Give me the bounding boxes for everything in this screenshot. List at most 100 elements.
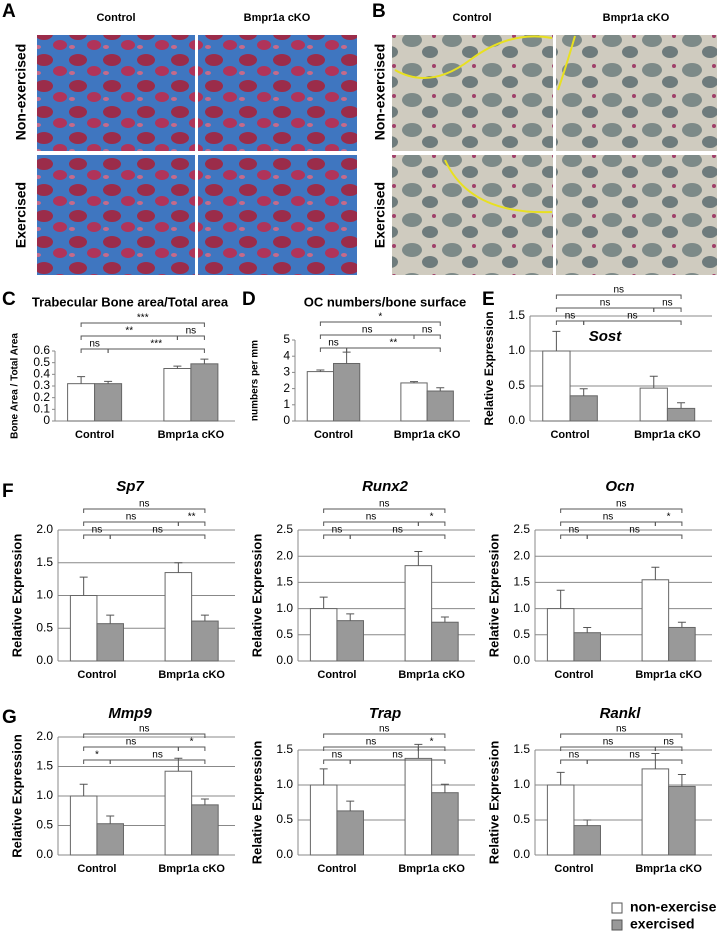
significance-label: * bbox=[95, 750, 99, 761]
bar bbox=[546, 784, 575, 856]
significance-bracket bbox=[654, 521, 683, 526]
y-tick-label: 1.0 bbox=[36, 788, 53, 802]
significance-bracket bbox=[323, 733, 446, 738]
significance-label: ns bbox=[126, 737, 137, 748]
bar bbox=[546, 608, 575, 662]
bar bbox=[431, 792, 459, 856]
x-tick-label: Control bbox=[75, 429, 114, 441]
error-bar bbox=[410, 381, 418, 383]
chart-title: Ocn bbox=[605, 478, 634, 495]
y-tick-label: 2.0 bbox=[36, 522, 53, 536]
significance-label: ns bbox=[569, 525, 580, 536]
significance-label: ns bbox=[603, 737, 614, 748]
error-bar bbox=[677, 621, 686, 628]
chart-title: Trabecular Bone area/Total area bbox=[32, 294, 229, 309]
bar bbox=[569, 395, 598, 422]
significance-bracket bbox=[583, 320, 682, 325]
x-tick-label: Bmpr1a cKO bbox=[158, 669, 225, 681]
x-tick-label: Control bbox=[550, 429, 589, 441]
y-axis-label: Relative Expression bbox=[9, 534, 24, 658]
y-tick-label: 1.5 bbox=[276, 575, 293, 589]
x-tick-label: Bmpr1a cKO bbox=[635, 669, 702, 681]
chart: Runx2 Relative Expression 0.0 0.5 1.0 1.5 2.0 2… bbox=[249, 478, 475, 681]
y-tick-label: 0.4 bbox=[33, 367, 50, 381]
significance-label: * bbox=[430, 512, 434, 523]
y-tick-label: 0.5 bbox=[276, 812, 293, 826]
y-tick-label: 0 bbox=[283, 413, 290, 427]
error-bar bbox=[173, 365, 182, 369]
significance-label: ns bbox=[627, 311, 638, 322]
significance-label: ns bbox=[569, 750, 580, 761]
significance-label: *** bbox=[150, 339, 162, 350]
significance-bracket bbox=[560, 733, 683, 738]
bar bbox=[191, 620, 219, 662]
significance-label: ns bbox=[89, 339, 100, 350]
x-tick-label: Bmpr1a cKO bbox=[398, 669, 465, 681]
panel-a: A Control Bmpr1a cKO Non-exercised Exerc… bbox=[2, 1, 357, 275]
micrograph bbox=[392, 35, 553, 151]
error-bar bbox=[552, 330, 561, 351]
y-tick-label: 0.0 bbox=[508, 413, 525, 427]
significance-label: ** bbox=[188, 512, 196, 523]
error-bar bbox=[200, 358, 209, 364]
y-tick-label: 1.5 bbox=[36, 759, 53, 773]
error-bar bbox=[677, 402, 686, 409]
micrograph bbox=[37, 35, 195, 151]
error-bar bbox=[106, 614, 115, 624]
outline bbox=[557, 35, 576, 91]
y-tick-label: 0.0 bbox=[513, 653, 530, 667]
y-tick-label: 1.0 bbox=[513, 777, 530, 791]
bar bbox=[309, 784, 338, 856]
bar bbox=[306, 371, 334, 422]
significance-bracket bbox=[319, 321, 441, 326]
significance-label: ns bbox=[662, 298, 673, 309]
micrograph bbox=[556, 35, 717, 151]
y-tick-label: 2.0 bbox=[36, 729, 53, 743]
error-bar bbox=[556, 589, 565, 609]
y-tick-label: 0.0 bbox=[36, 847, 53, 861]
y-axis-label: Relative Expression bbox=[482, 311, 496, 425]
bar bbox=[96, 823, 124, 856]
y-tick-label: 0.0 bbox=[36, 653, 53, 667]
significance-label: ns bbox=[603, 512, 614, 523]
column-label: Control bbox=[96, 12, 135, 24]
error-bar bbox=[346, 613, 355, 621]
significance-bracket bbox=[177, 746, 206, 751]
bar bbox=[336, 810, 364, 856]
y-axis-label: Relative Expression bbox=[486, 534, 501, 658]
y-tick-label: 0.6 bbox=[33, 343, 50, 357]
bar bbox=[404, 565, 433, 662]
error-bar bbox=[651, 753, 660, 769]
significance-label: *** bbox=[137, 313, 149, 324]
significance-label: ns bbox=[186, 326, 197, 337]
column-label: Control bbox=[452, 12, 491, 24]
x-tick-label: Bmpr1a cKO bbox=[634, 429, 701, 441]
significance-label: ns bbox=[332, 525, 343, 536]
significance-label: ** bbox=[390, 338, 398, 349]
bar bbox=[333, 362, 361, 422]
y-tick-label: 5 bbox=[283, 332, 290, 346]
bar bbox=[163, 368, 192, 422]
bar bbox=[666, 407, 696, 422]
y-tick-label: 0.1 bbox=[33, 402, 50, 416]
error-bar bbox=[200, 798, 209, 805]
y-tick-label: 1.5 bbox=[276, 742, 293, 756]
significance-label: ns bbox=[616, 724, 627, 735]
error-bar bbox=[556, 771, 565, 785]
significance-bracket bbox=[177, 521, 206, 526]
x-tick-label: Bmpr1a cKO bbox=[394, 429, 461, 441]
significance-label: ns bbox=[379, 724, 390, 735]
significance-label: ns bbox=[600, 298, 611, 309]
row-label: Non-exercised bbox=[13, 44, 29, 140]
error-bar bbox=[346, 800, 355, 811]
legend-swatch bbox=[611, 902, 623, 914]
significance-label: ns bbox=[328, 338, 339, 349]
bar bbox=[191, 804, 219, 856]
bar bbox=[431, 621, 459, 662]
panel-label: A bbox=[2, 1, 16, 22]
y-axis-label: Relative Expression bbox=[9, 734, 24, 858]
row-label: Exercised bbox=[13, 182, 29, 248]
chart: Trap Relative Expression 0.0 0.5 1.0 1.5 Contr… bbox=[249, 705, 475, 875]
y-axis-label: Bone Area / Total Area bbox=[10, 333, 21, 439]
